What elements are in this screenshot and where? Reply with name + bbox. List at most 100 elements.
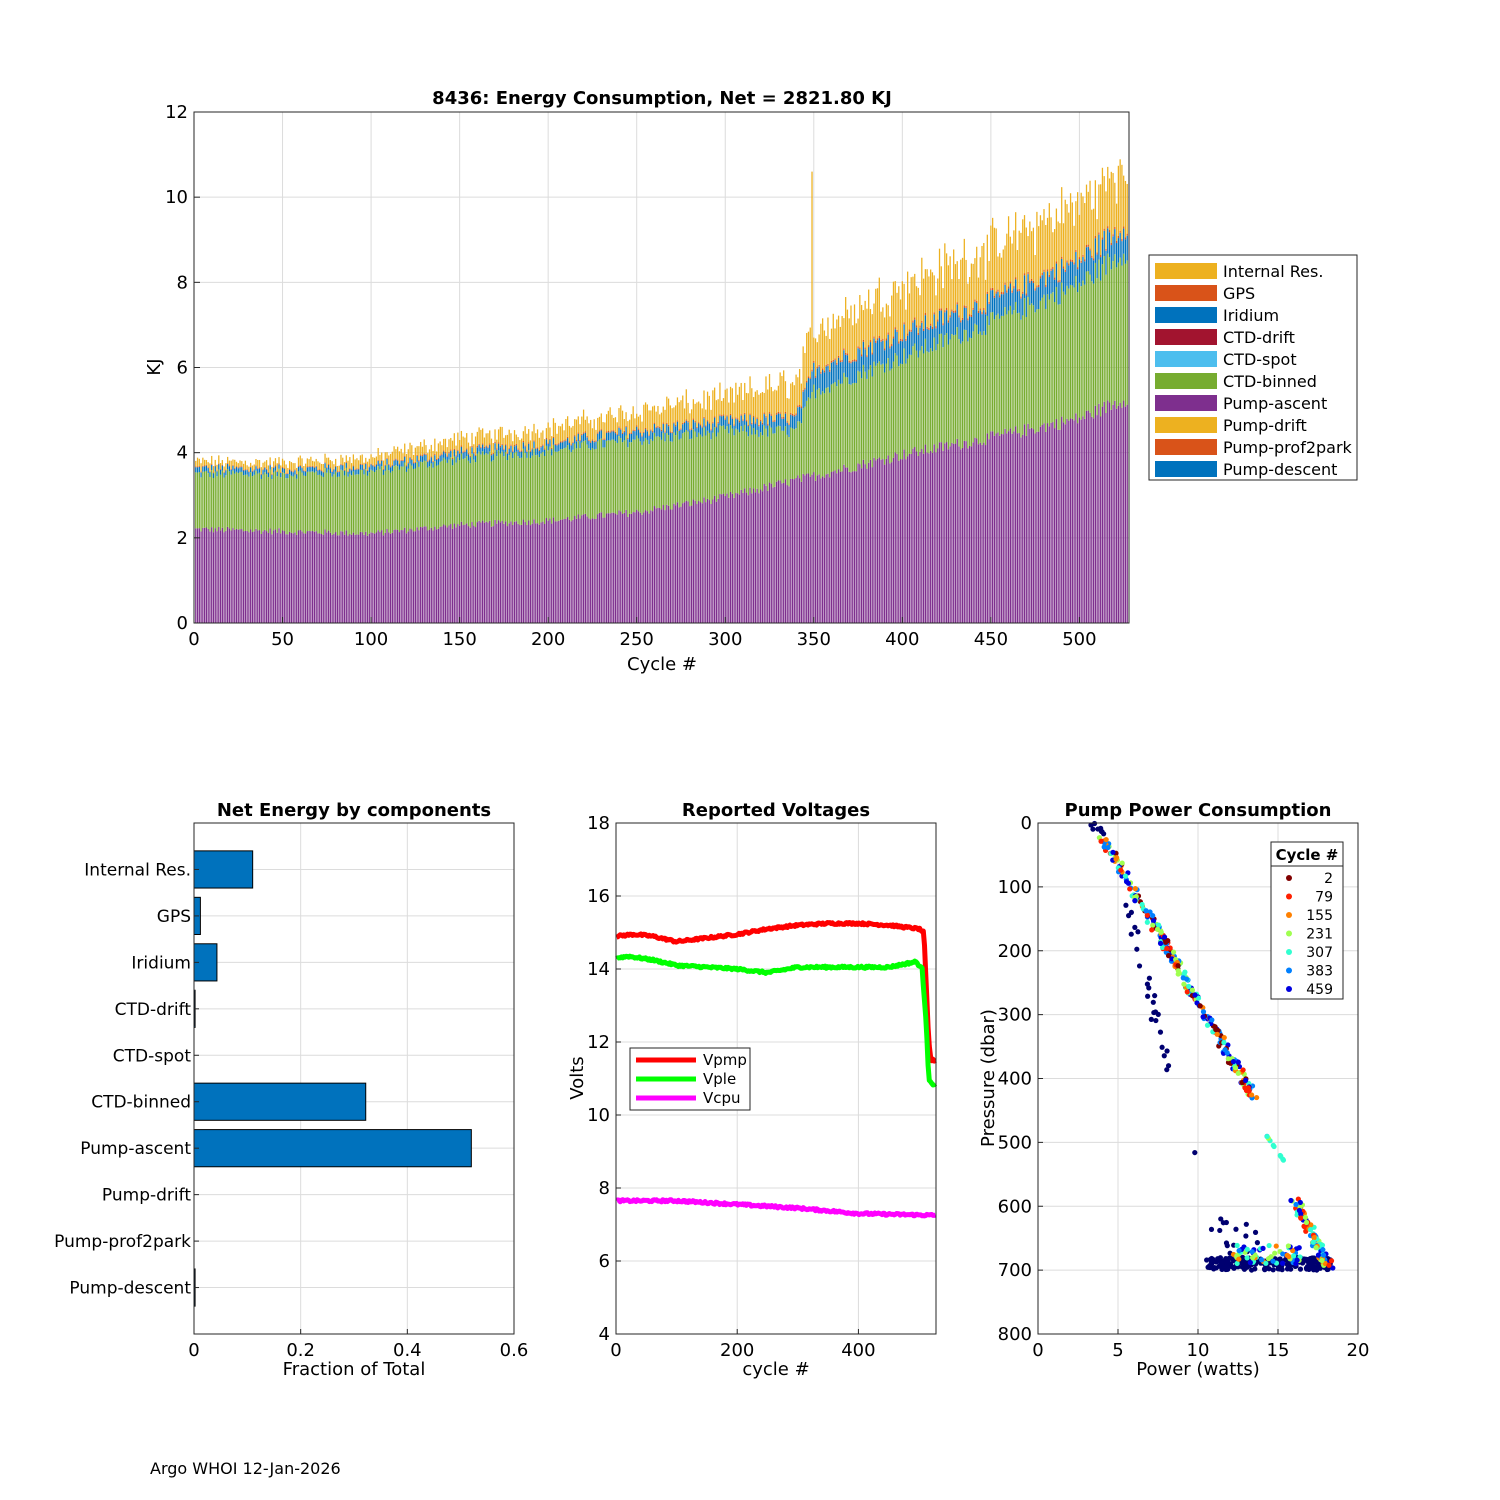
energy-bar-segment xyxy=(242,463,245,470)
energy-bar-segment xyxy=(666,422,668,425)
energy-bar-segment xyxy=(696,504,698,623)
energy-bar-segment xyxy=(255,470,257,529)
energy-bar-segment xyxy=(258,467,261,469)
energy-bar-segment xyxy=(421,455,424,457)
energy-bar-segment xyxy=(1119,232,1121,258)
energy-bar-segment xyxy=(924,269,926,313)
energy-bar-segment xyxy=(628,513,631,623)
scatter-point xyxy=(1226,1255,1232,1261)
scatter-point xyxy=(1207,1264,1213,1271)
energy-bar-segment xyxy=(1078,259,1081,283)
scatter-point xyxy=(1132,898,1138,904)
energy-bar-segment xyxy=(823,372,826,394)
energy-bar-segment xyxy=(660,509,663,623)
energy-bar-segment xyxy=(807,331,810,377)
energy-bar-segment xyxy=(469,446,471,456)
energy-bar-segment xyxy=(198,472,200,529)
energy-bar-segment xyxy=(342,457,344,465)
energy-bar-segment xyxy=(363,474,365,535)
energy-bar-segment xyxy=(349,457,351,469)
energy-bar-segment xyxy=(761,422,764,425)
energy-bar-segment xyxy=(616,434,618,443)
scatter-point xyxy=(1175,968,1181,974)
energy-bar-segment xyxy=(937,319,939,322)
energy-bar-segment xyxy=(892,338,895,362)
energy-bar-segment xyxy=(409,442,411,457)
energy-bar-segment xyxy=(363,469,365,475)
energy-bar-segment xyxy=(568,449,571,520)
energy-bar-segment xyxy=(938,310,941,335)
energy-bar-segment xyxy=(763,392,765,413)
energy-bar-segment xyxy=(1094,262,1096,406)
energy-bar-segment xyxy=(901,341,903,365)
energy-bar-segment xyxy=(899,340,902,364)
energy-bar-segment xyxy=(1082,280,1084,417)
energy-bar-segment xyxy=(287,473,289,474)
energy-bar-segment xyxy=(418,466,420,531)
energy-bar-segment xyxy=(905,363,907,460)
energy-bar-segment xyxy=(841,360,843,362)
energy-bar-segment xyxy=(322,471,324,473)
energy-bar-segment xyxy=(324,453,326,463)
energy-bar-segment xyxy=(719,382,721,415)
energy-bar-segment xyxy=(705,435,707,503)
energy-bar-segment xyxy=(845,354,847,377)
energy-bar-segment xyxy=(671,509,673,623)
energy-bar-segment xyxy=(1068,263,1070,266)
energy-bar-segment xyxy=(954,310,957,313)
energy-bar-segment xyxy=(409,457,411,464)
energy-bar-segment xyxy=(451,465,454,529)
energy-bar-segment xyxy=(434,455,436,462)
energy-bar-segment xyxy=(575,440,578,442)
energy-bar-segment xyxy=(616,514,618,623)
energy-bar-segment xyxy=(1108,402,1111,623)
energy-bar-segment xyxy=(1100,416,1102,623)
energy-bar-segment xyxy=(655,411,657,427)
energy-bar-segment xyxy=(772,421,774,434)
energy-bar-segment xyxy=(699,425,702,435)
energy-bar-segment xyxy=(1009,428,1011,623)
energy-bar-segment xyxy=(356,458,358,469)
energy-bar-segment xyxy=(590,442,592,450)
energy-bar-segment xyxy=(907,358,909,457)
energy-bar-segment xyxy=(935,326,937,329)
energy-bar-segment xyxy=(575,518,578,623)
energy-bar-segment xyxy=(1053,229,1056,278)
energy-bar-segment xyxy=(1110,269,1112,410)
energy-bar-segment xyxy=(652,406,654,432)
energy-bar-segment xyxy=(235,528,238,623)
energy-bar-segment xyxy=(795,374,797,414)
energy-bar-segment xyxy=(733,435,735,498)
energy-bar-segment xyxy=(1098,232,1100,235)
energy-bar-segment xyxy=(372,457,374,465)
scatter-point xyxy=(1189,987,1196,993)
scatter-point xyxy=(1265,1256,1272,1262)
energy-bar-segment xyxy=(605,414,608,432)
energy-bar-segment xyxy=(910,277,912,330)
energy-bar-segment xyxy=(1032,283,1035,306)
energy-bar-segment xyxy=(990,312,992,432)
energy-bar-segment xyxy=(977,444,980,623)
energy-bar-segment xyxy=(1092,260,1095,284)
scatter-point xyxy=(1296,1207,1303,1214)
y-tick-label: 12 xyxy=(587,1032,610,1053)
energy-bar-segment xyxy=(1053,428,1056,623)
energy-bar-segment xyxy=(967,341,969,449)
energy-bar-segment xyxy=(1016,250,1019,290)
energy-bar-segment xyxy=(405,465,408,467)
energy-bar-segment xyxy=(809,398,811,477)
energy-bar-segment xyxy=(992,217,994,288)
energy-bar-segment xyxy=(977,310,980,313)
energy-bar-segment xyxy=(579,518,581,623)
energy-bar-segment xyxy=(628,442,631,514)
energy-bar-segment xyxy=(678,430,680,440)
energy-bar-segment xyxy=(232,459,234,465)
x-tick-label: 0.2 xyxy=(286,1340,315,1361)
energy-bar-segment xyxy=(761,392,764,423)
energy-bar-segment xyxy=(444,453,447,460)
energy-bar-segment xyxy=(219,463,222,470)
energy-bar-segment xyxy=(797,475,799,623)
energy-bar-segment xyxy=(1050,217,1052,269)
energy-bar-segment xyxy=(494,443,496,450)
energy-bar-segment xyxy=(639,431,641,433)
